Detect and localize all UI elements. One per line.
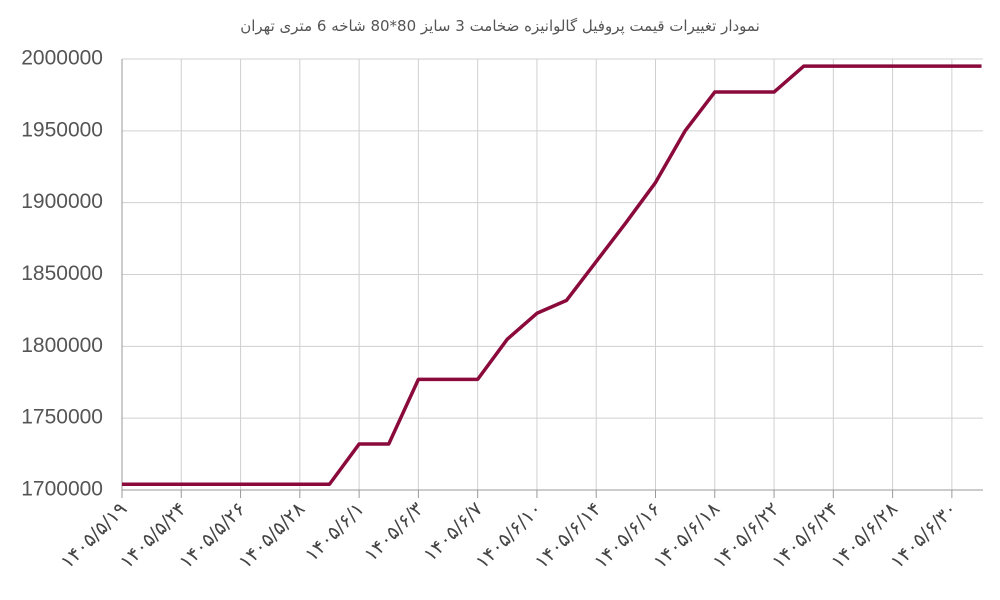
y-tick-label: 1850000 [21,262,103,285]
x-tick-label: ۱۴۰۵/۶/۱ [301,498,369,566]
y-tick-label: 1700000 [21,478,103,501]
line [122,64,982,487]
y-tick-label: 1800000 [21,334,103,357]
chart-title: نمودار تغییرات قیمت پروفیل گالوانیزه ضخا… [240,17,760,36]
y-tick-label: 1900000 [21,190,103,213]
y-tick-label: 2000000 [21,47,103,70]
x-tick-label: ۱۴۰۵/۶/۳ [360,498,428,566]
y-tick-label: 1950000 [21,118,103,141]
y-tick-label: 1750000 [21,406,103,429]
